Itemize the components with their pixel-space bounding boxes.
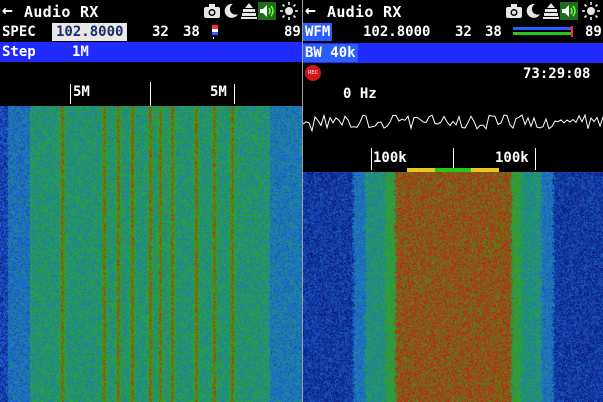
- bandwidth-bar[interactable]: BW 40k: [303, 43, 603, 63]
- title-bar: ← Audio RX: [0, 0, 302, 22]
- filter-center-marker: [435, 168, 471, 172]
- waterfall-display[interactable]: [303, 172, 603, 402]
- frequency-row: SPEC 102.8000 32 38 89: [0, 22, 302, 42]
- scale-tick: [371, 148, 372, 170]
- app-title: Audio RX: [24, 3, 99, 21]
- frequency-field[interactable]: 102.8000: [363, 24, 431, 40]
- scale-label: 100k: [373, 150, 407, 166]
- scale-tick: [70, 84, 71, 104]
- record-timer: 73:29:08: [523, 66, 591, 82]
- spectrum-pane: ← Audio RX SPEC 102.8000 32 38 8: [0, 0, 302, 402]
- signal-meter: [513, 26, 573, 37]
- moon-icon[interactable]: [524, 2, 542, 20]
- audio-level-trace: [303, 113, 603, 133]
- stack-icon[interactable]: [542, 2, 560, 20]
- frequency-row: WFM 102.8000 32 38 89: [303, 22, 603, 42]
- camera-icon[interactable]: [505, 2, 523, 20]
- lna-gain-value[interactable]: 32: [455, 24, 472, 40]
- moon-icon[interactable]: [222, 2, 240, 20]
- mode-selector[interactable]: WFM: [303, 23, 333, 41]
- frequency-scale: 100k 100k: [303, 146, 603, 172]
- stack-icon[interactable]: [240, 2, 258, 20]
- speaker-icon[interactable]: [258, 2, 276, 20]
- volume-value[interactable]: 89: [585, 24, 602, 40]
- scale-label: 5M: [210, 84, 227, 100]
- audio-offset: 0 Hz: [343, 86, 377, 102]
- camera-icon[interactable]: [203, 2, 221, 20]
- step-bar[interactable]: Step 1M: [0, 42, 302, 62]
- record-button[interactable]: REC: [305, 65, 321, 81]
- scale-tick: [234, 84, 235, 104]
- pane-divider: [302, 0, 303, 402]
- step-value[interactable]: 1M: [72, 44, 89, 60]
- vga-gain-value[interactable]: 38: [183, 24, 200, 40]
- signal-meter: [212, 25, 218, 39]
- scale-label: 5M: [73, 84, 90, 100]
- center-marker: [150, 82, 151, 106]
- frequency-scale: 5M 5M: [0, 62, 302, 106]
- step-label: Step: [2, 44, 36, 60]
- mode-selector[interactable]: SPEC: [2, 24, 36, 40]
- brightness-icon[interactable]: [582, 2, 600, 20]
- frequency-field[interactable]: 102.8000: [52, 23, 128, 41]
- waterfall-display[interactable]: [0, 106, 302, 402]
- audio-pane: ← Audio RX WFM 102.8000 32 38 89: [303, 0, 603, 402]
- scale-tick: [535, 148, 536, 170]
- bandwidth-selector[interactable]: BW 40k: [303, 44, 358, 62]
- vga-gain-value[interactable]: 38: [485, 24, 502, 40]
- scale-label: 100k: [495, 150, 529, 166]
- back-arrow-icon[interactable]: ←: [2, 0, 13, 21]
- title-bar: ← Audio RX: [303, 0, 603, 22]
- volume-value[interactable]: 89: [284, 24, 301, 40]
- speaker-icon[interactable]: [560, 2, 578, 20]
- center-marker: [453, 148, 454, 170]
- app-title: Audio RX: [327, 3, 402, 21]
- brightness-icon[interactable]: [280, 2, 298, 20]
- back-arrow-icon[interactable]: ←: [305, 0, 316, 21]
- lna-gain-value[interactable]: 32: [152, 24, 169, 40]
